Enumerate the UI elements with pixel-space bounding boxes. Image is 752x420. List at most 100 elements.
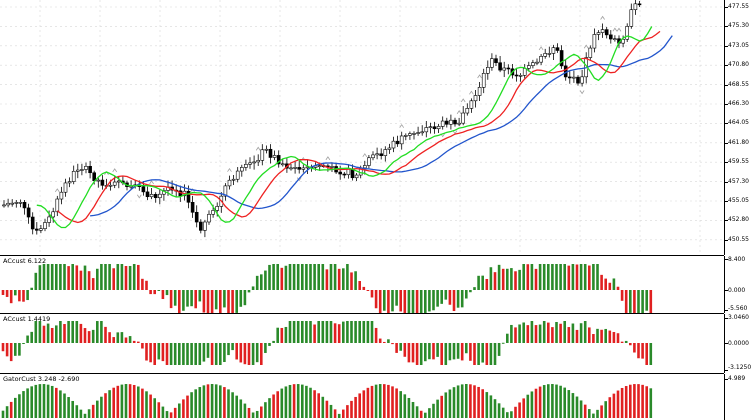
candle-body	[207, 213, 211, 223]
histogram-bar	[354, 396, 357, 418]
histogram-bar	[223, 343, 226, 363]
histogram-bar	[588, 409, 591, 418]
fractal-marker	[600, 15, 605, 20]
candle-body	[67, 181, 72, 184]
histogram-bar	[284, 326, 288, 343]
candle-body	[153, 194, 158, 199]
histogram-bar	[547, 322, 550, 343]
histogram-bar	[169, 412, 173, 418]
histogram-bar	[260, 406, 263, 418]
pane-separator[interactable]	[0, 373, 724, 374]
price-axis[interactable]: 477.55 475.30 473.05 470.80 468.55 466.30 464.…	[724, 0, 752, 255]
histogram-bar	[481, 389, 484, 418]
gator-pane[interactable]: GatorCust 3.248 -2.690	[0, 374, 724, 420]
histogram-bar	[596, 328, 599, 343]
histogram-bar	[137, 386, 140, 418]
candle-body	[199, 221, 203, 231]
axis-tick: -3.1250	[728, 364, 752, 371]
histogram-bar	[227, 389, 230, 418]
histogram-bar	[1, 410, 5, 418]
candle-body	[211, 210, 215, 215]
accelerator-pane-1[interactable]: ACcust 6.122	[0, 256, 724, 313]
price-chart-canvas	[0, 0, 724, 255]
histogram-bar	[79, 323, 83, 343]
candle-body	[629, 9, 634, 27]
histogram-bar	[268, 264, 271, 290]
histogram-bar	[210, 343, 214, 365]
histogram-bar	[34, 321, 38, 343]
axis-tick: 473.05	[728, 41, 749, 49]
accelerator-axis-2[interactable]: 3.0460 0.0000 -3.1250	[724, 314, 752, 373]
candle-body	[477, 87, 482, 96]
histogram-bar	[157, 402, 161, 418]
price-chart-pane[interactable]	[0, 0, 724, 255]
candle-body	[551, 47, 556, 54]
histogram-bar	[190, 392, 193, 418]
candle-body	[190, 201, 195, 213]
histogram-bar	[128, 265, 132, 290]
axis-tickmark	[725, 45, 728, 47]
histogram-bar	[469, 343, 472, 361]
pane-separator[interactable]	[0, 255, 724, 256]
candle-body	[440, 120, 445, 127]
candle-body	[543, 53, 548, 57]
histogram-bar	[219, 343, 222, 365]
histogram-bar	[501, 342, 505, 344]
histogram-bar	[104, 393, 107, 418]
histogram-bar	[350, 272, 353, 290]
histogram-bar	[284, 265, 288, 290]
histogram-bar	[38, 265, 42, 290]
histogram-bar	[518, 324, 521, 343]
candle-body	[444, 120, 449, 125]
histogram-bar	[173, 343, 177, 365]
histogram-bar	[120, 264, 124, 290]
candle-body	[14, 202, 19, 204]
histogram-bar	[387, 290, 390, 313]
histogram-bar	[538, 264, 542, 290]
axis-tick: -5.560	[728, 305, 748, 312]
histogram-bar	[370, 321, 374, 343]
alligator-lips-line	[36, 26, 653, 229]
histogram-bar	[317, 264, 320, 290]
gator-axis[interactable]: 4.989	[724, 374, 752, 420]
candle-body	[526, 65, 531, 69]
histogram-bar	[510, 324, 513, 343]
histogram-bar	[616, 390, 620, 418]
histogram-bar	[374, 327, 378, 343]
histogram-bar	[555, 322, 558, 343]
histogram-bar	[38, 384, 42, 418]
candle-body	[34, 228, 39, 231]
histogram-bar	[149, 290, 152, 295]
candle-body	[117, 180, 121, 183]
histogram-bar	[362, 286, 366, 290]
histogram-bar	[493, 399, 497, 418]
histogram-bar	[186, 395, 189, 418]
candle-body	[383, 149, 388, 156]
pane-separator[interactable]	[0, 313, 724, 314]
histogram-bar	[579, 400, 583, 418]
histogram-bar	[18, 290, 21, 302]
accelerator-axis-1[interactable]: 8.400 0.000 -5.560	[724, 256, 752, 313]
fractal-marker	[616, 27, 622, 32]
histogram-bar	[132, 264, 136, 290]
axis-tick: 477.55	[728, 3, 749, 10]
histogram-bar	[624, 340, 628, 343]
candle-body	[186, 190, 191, 203]
candle-body	[10, 202, 14, 205]
histogram-bar	[342, 409, 345, 418]
histogram-bar	[489, 267, 493, 290]
candle-body	[555, 47, 560, 51]
histogram-bar	[329, 321, 333, 343]
histogram-bar	[378, 290, 382, 313]
histogram-bar	[153, 343, 156, 365]
histogram-bar	[510, 268, 513, 290]
axis-tick: 4.989	[728, 375, 746, 382]
histogram-bar	[231, 290, 234, 313]
histogram-bar	[268, 398, 271, 418]
histogram-bar	[153, 398, 156, 418]
accelerator-pane-2[interactable]: ACcust 1.4419	[0, 314, 724, 373]
histogram-bar	[169, 343, 173, 365]
candle-body	[498, 62, 502, 71]
histogram-bar	[18, 343, 21, 356]
histogram-bar	[551, 264, 554, 290]
